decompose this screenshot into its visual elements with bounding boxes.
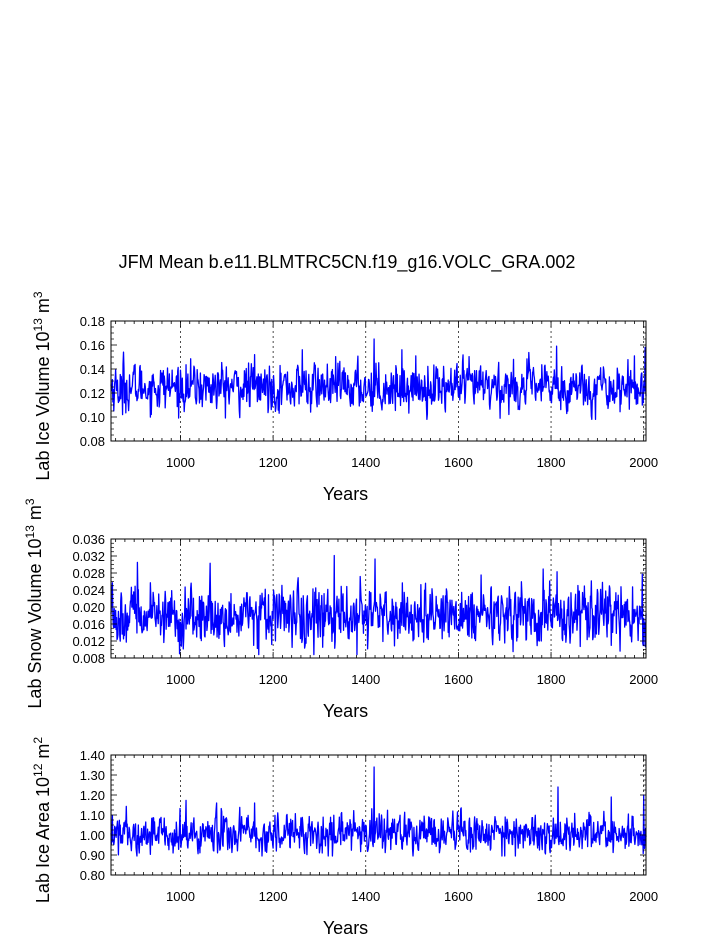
y-axis-label: Lab Ice Volume 1013 m3 (31, 291, 53, 480)
y-tick-label: 1.40 (80, 748, 105, 763)
x-axis-label: Years (323, 701, 368, 721)
y-tick-label: 0.020 (72, 600, 105, 615)
y-tick-label: 1.10 (80, 808, 105, 823)
x-tick-label: 1600 (444, 672, 473, 687)
y-tick-label: 0.90 (80, 848, 105, 863)
y-tick-label: 0.016 (72, 617, 105, 632)
panel-lab-snow-volume: 1000 1200 1400 1600 1800 2000 0.008 0.012 0.016 0… (23, 498, 658, 721)
series-line-ice-volume (110, 338, 647, 421)
x-tick-label: 1000 (166, 672, 195, 687)
x-tick-label: 1000 (166, 889, 195, 904)
plot-frame (110, 754, 647, 876)
x-tick-label: 2000 (629, 455, 658, 470)
series-line-snow-volume (110, 554, 647, 656)
panel-lab-ice-area: 1000 1200 1400 1600 1800 2000 0.80 0.90 1.00 1.10… (31, 737, 658, 935)
x-tick-label: 1400 (351, 455, 380, 470)
y-tick-label: 0.028 (72, 566, 105, 581)
series-line-ice-area (110, 766, 647, 857)
x-tick-label: 1800 (537, 889, 566, 904)
y-tick-label: 0.008 (72, 651, 105, 666)
y-axis-label: Lab Snow Volume 1013 m3 (23, 498, 45, 708)
y-tick-label: 0.032 (72, 549, 105, 564)
x-tick-label: 1800 (537, 455, 566, 470)
y-tick-label: 0.10 (80, 410, 105, 425)
figure-title: JFM Mean b.e11.BLMTRC5CN.f19_g16.VOLC_GR… (119, 252, 576, 273)
y-tick-label: 0.14 (80, 362, 105, 377)
x-tick-label: 1400 (351, 889, 380, 904)
x-tick-label: 1200 (259, 672, 288, 687)
x-tick-label: 1400 (351, 672, 380, 687)
y-axis-label: Lab Ice Area 1012 m2 (31, 737, 53, 903)
x-tick-label: 1800 (537, 672, 566, 687)
y-tick-label: 1.20 (80, 788, 105, 803)
y-tick-label: 0.024 (72, 583, 105, 598)
y-tick-label: 0.036 (72, 532, 105, 547)
y-tick-label: 0.16 (80, 338, 105, 353)
y-tick-label: 0.08 (80, 434, 105, 449)
y-tick-label: 1.00 (80, 828, 105, 843)
y-tick-label: 0.80 (80, 868, 105, 883)
y-tick-label: 0.012 (72, 634, 105, 649)
x-tick-label: 1200 (259, 455, 288, 470)
x-axis-label: Years (323, 484, 368, 504)
y-tick-label: 1.30 (80, 768, 105, 783)
x-tick-label: 1000 (166, 455, 195, 470)
x-tick-label: 1600 (444, 889, 473, 904)
x-tick-label: 1200 (259, 889, 288, 904)
x-tick-label: 2000 (629, 672, 658, 687)
panel-lab-ice-volume: 1000 1200 1400 1600 1800 2000 0.08 0.10 0.12 0.14… (31, 291, 658, 504)
x-axis-label: Years (323, 918, 368, 935)
x-tick-label: 1600 (444, 455, 473, 470)
x-tick-label: 2000 (629, 889, 658, 904)
y-tick-label: 0.18 (80, 314, 105, 329)
y-tick-label: 0.12 (80, 386, 105, 401)
